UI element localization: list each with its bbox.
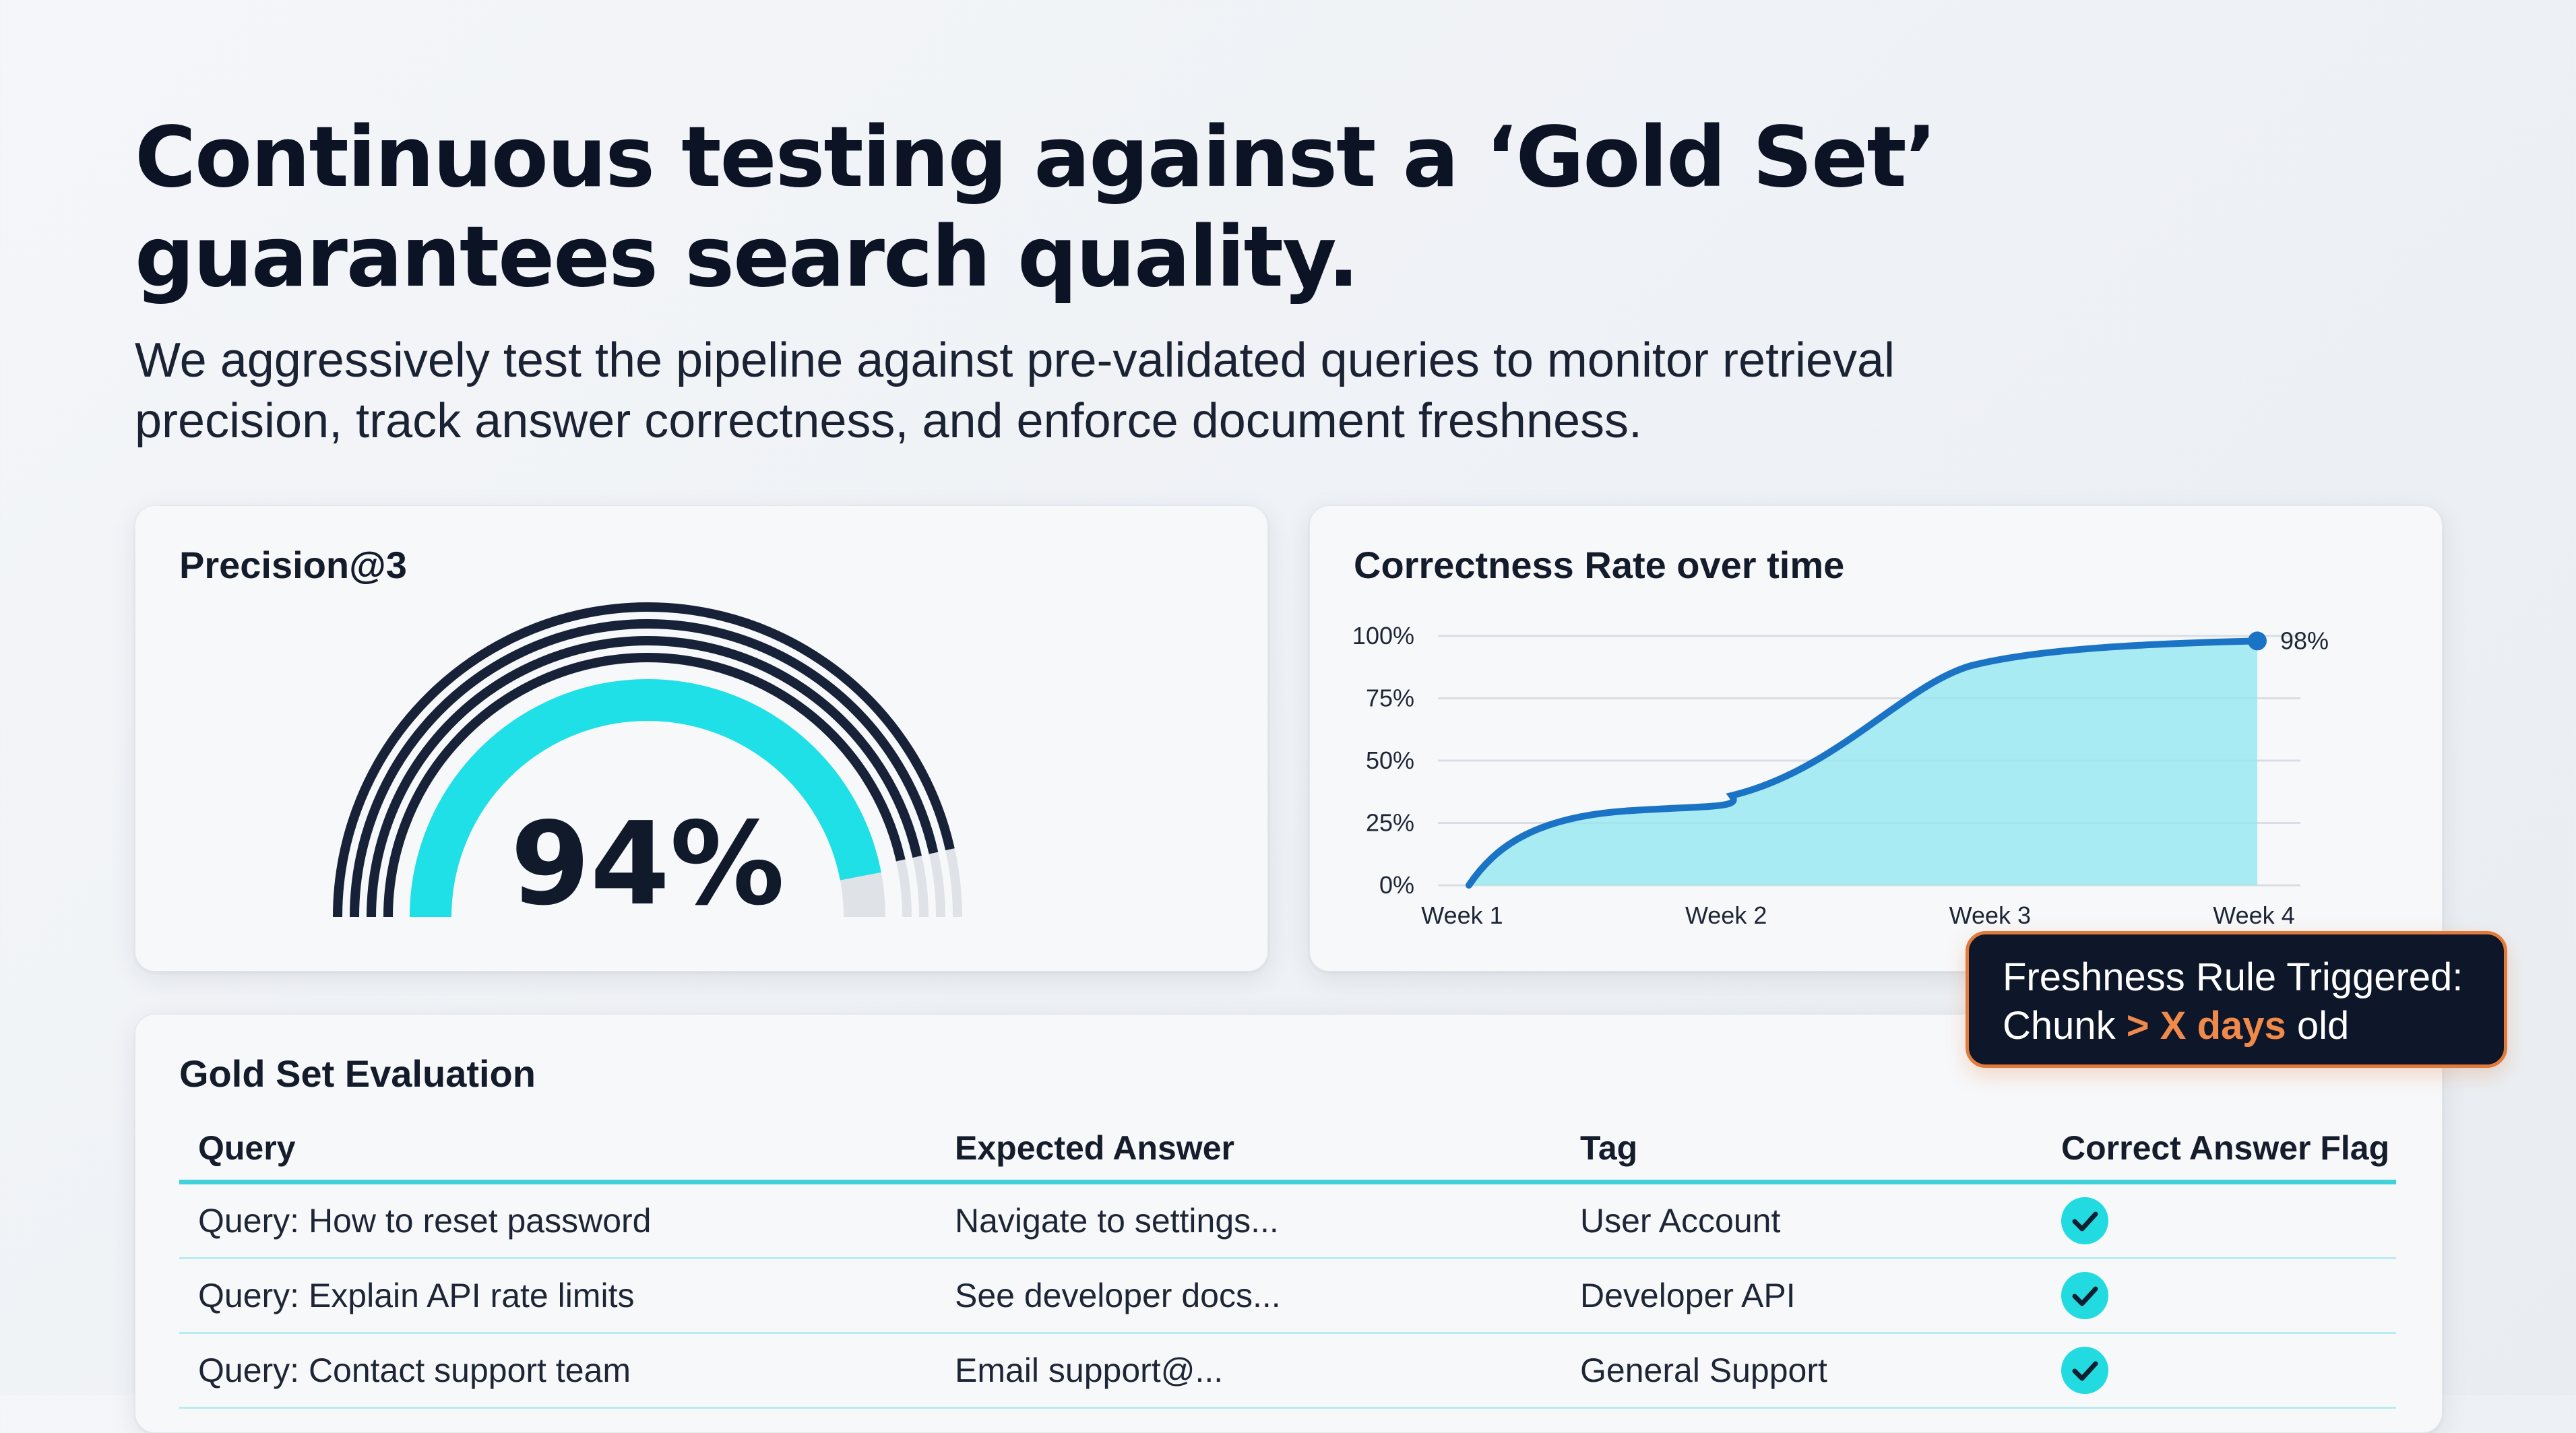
cell-expected-answer: See developer docs... [936,1258,1561,1334]
correctness-card-title: Correctness Rate over time [1354,544,1845,586]
correctness-chart: 0% 25% 50% 75% 100% Week 1 Week 2 Week 3 Week 4… [1352,622,2329,929]
x-tick-label: Week 2 [1685,901,1767,929]
table-row: Query: Explain API rate limits See devel… [179,1258,2396,1334]
tooltip-old-text: old [2286,1004,2350,1048]
cell-query: Query: How to reset password [179,1182,936,1259]
page-headline: Continuous testing against a ‘Gold Set’ … [135,108,2156,307]
gold-set-table: Query Expected Answer Tag Correct Answer… [179,1116,2396,1409]
precision-gauge: 94% [333,602,962,931]
column-header-query: Query [179,1116,936,1184]
correctness-card: Correctness Rate over time 0% 25% 50% 75% 10… [1309,505,2443,972]
column-header-tag: Tag [1561,1116,2042,1184]
correctness-area [1469,641,2257,885]
y-tick-label: 100% [1352,622,1414,649]
subtitle-line-1: We aggressively test the pipeline agains… [135,333,1895,387]
precision-card: Precision@3 94% [135,505,1268,972]
tooltip-line-1: Freshness Rule Triggered: [2003,955,2463,999]
cell-tag: User Account [1561,1182,2042,1259]
precision-card-title: Precision@3 [179,544,407,586]
gold-set-title: Gold Set Evaluation [179,1052,536,1095]
cell-tag: General Support [1561,1333,2042,1409]
correctness-line [1466,637,2261,889]
tooltip-chunk-text: Chunk [2003,1004,2127,1048]
y-tick-label: 0% [1379,871,1414,899]
x-tick-label: Week 3 [1949,901,2031,929]
gauge-ring [333,602,955,918]
y-tick-label: 50% [1366,746,1414,774]
x-tick-label: Week 1 [1421,901,1503,929]
gauge-fill [410,678,881,918]
cell-tag: Developer API [1561,1258,2042,1334]
y-tick-label: 25% [1366,809,1414,837]
y-tick-label: 75% [1366,684,1414,712]
tooltip-age-highlight: > X days [2126,1004,2286,1048]
headline-line-2: guarantees search quality. [135,209,1360,306]
cell-expected-answer: Navigate to settings... [936,1182,1561,1259]
cell-correct-flag [2042,1182,2396,1259]
column-header-expected-answer: Expected Answer [936,1116,1561,1184]
freshness-alert-tooltip: Freshness Rule Triggered: Chunk > X days… [1966,931,2507,1068]
gold-set-card: Gold Set Evaluation Query Expected Answe… [135,1014,2443,1433]
check-icon [2061,1197,2108,1244]
gauge-ring [350,619,939,918]
gauge-ring [367,635,922,918]
x-tick-label: Week 4 [2213,901,2294,929]
cell-correct-flag [2042,1333,2396,1409]
column-header-correct-flag: Correct Answer Flag [2042,1116,2396,1184]
correctness-end-point [2248,631,2267,651]
table-row: Query: Contact support team Email suppor… [179,1333,2396,1409]
correctness-end-label: 98% [2280,627,2329,654]
headline-line-1: Continuous testing against a ‘Gold Set’ [135,109,1937,206]
subtitle-line-2: precision, track answer correctness, and… [135,394,1643,448]
tooltip-line-2: Chunk > X days old [2003,1002,2504,1050]
table-header-row: Query Expected Answer Tag Correct Answer… [179,1116,2396,1184]
check-icon [2061,1347,2108,1394]
cell-correct-flag [2042,1258,2396,1334]
check-icon [2061,1272,2108,1319]
cell-query: Query: Contact support team [179,1333,936,1409]
cell-query: Query: Explain API rate limits [179,1258,936,1334]
table-row: Query: How to reset password Navigate to… [179,1182,2396,1259]
cell-expected-answer: Email support@... [936,1333,1561,1409]
page-subtitle: We aggressively test the pipeline agains… [135,330,2156,451]
gauge-value-label: 94% [511,798,785,931]
gauge-ring [383,652,906,918]
